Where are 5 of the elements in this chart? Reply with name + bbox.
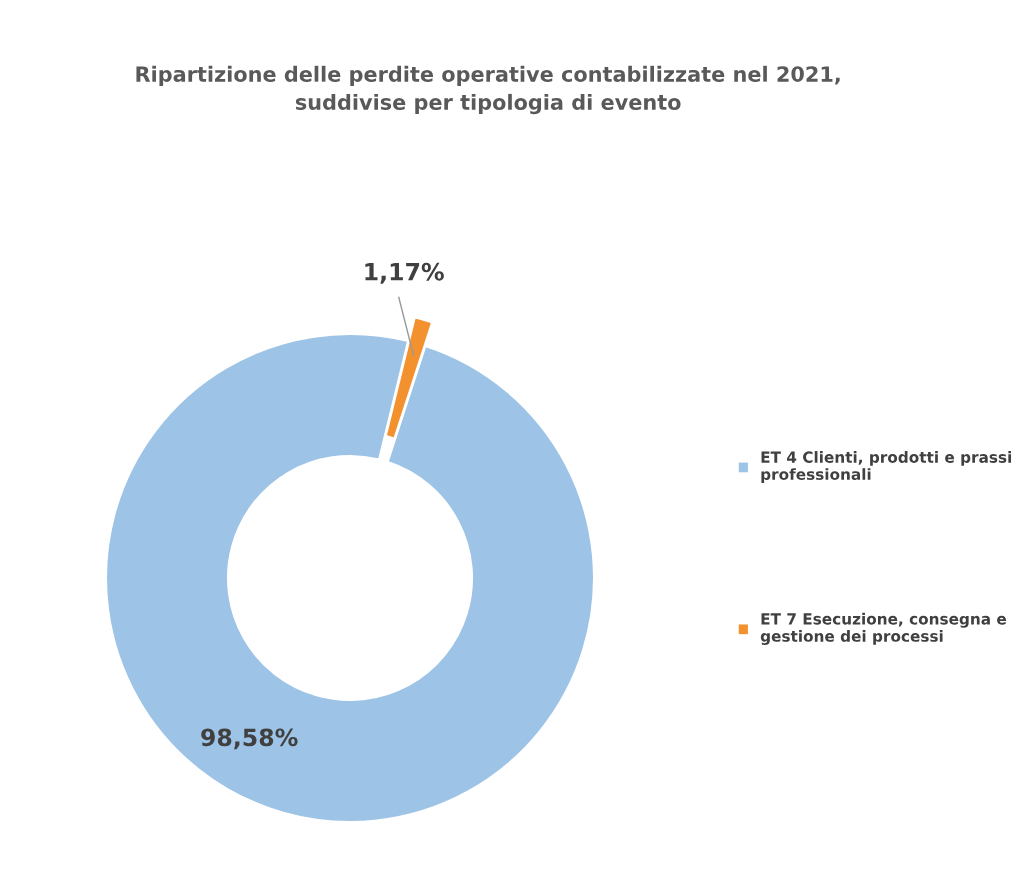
legend-label: ET 7 Esecuzione, consegna e gestione dei processi xyxy=(760,612,1007,645)
data-label: 98,58% xyxy=(201,728,298,750)
chart-title: Ripartizione delle perdite operative contabilizzate nel 2021, suddivise per tipologia di evento xyxy=(136,65,840,115)
legend-label: ET 4 Clienti, prodotti e prassi professionali xyxy=(761,451,1012,483)
data-label: 1,17% xyxy=(365,262,444,284)
